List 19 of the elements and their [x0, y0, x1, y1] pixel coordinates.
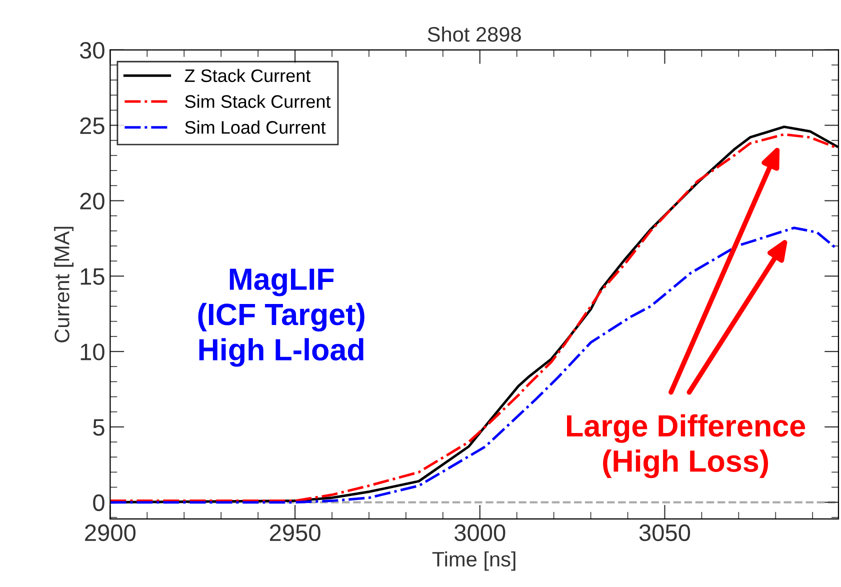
chart-title: Shot 2898	[428, 26, 521, 42]
y-tick-label: 30	[80, 42, 104, 59]
x-tick-label: 2950	[270, 524, 320, 542]
y-tick-label: 10	[80, 344, 104, 360]
y-tick-label: 15	[80, 268, 104, 285]
y-tick-label: 20	[80, 192, 104, 210]
x-tick-label: 2900	[85, 524, 136, 542]
annotation: Large Difference (High Loss)	[567, 414, 806, 478]
y-axis-title: Current [MA]	[54, 226, 74, 342]
x-tick-label: 3000	[454, 524, 506, 542]
legend-label: Sim Load Current	[185, 120, 326, 134]
x-tick-label: 3050	[639, 524, 690, 542]
y-tick-label: 25	[80, 117, 104, 134]
annotation: MagLIF (ICF Target) High L-load	[198, 268, 364, 367]
x-axis-title: Time [ns]	[432, 551, 516, 571]
legend-label: Z Stack Current	[184, 68, 311, 82]
y-tick-label: 5	[93, 419, 104, 436]
legend-label: Sim Stack Current	[185, 94, 331, 108]
y-tick-label: 0	[93, 494, 104, 512]
